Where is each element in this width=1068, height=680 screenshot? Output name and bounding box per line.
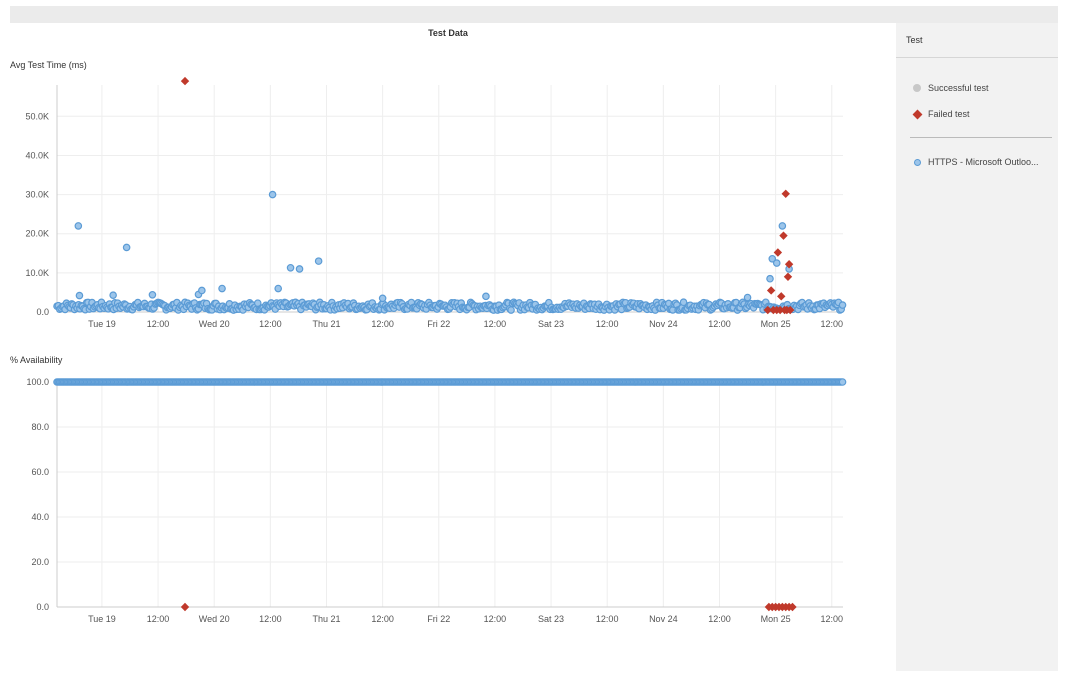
x-tick-label: 12:00 [484, 319, 507, 329]
chart-title: Test Data [428, 28, 468, 38]
x-tick-label: 12:00 [596, 614, 619, 624]
x-tick-label: 12:00 [821, 319, 844, 329]
y-tick-label: 40.0 [31, 512, 49, 522]
x-tick-label: 12:00 [708, 319, 731, 329]
x-tick-label: Nov 24 [649, 319, 678, 329]
data-point-success [482, 292, 490, 301]
x-tick-label: 12:00 [708, 614, 731, 624]
top-bar [10, 6, 1058, 23]
data-point-failed [777, 292, 786, 301]
data-point-failed [788, 602, 797, 612]
x-tick-label: Nov 24 [649, 614, 678, 624]
x-tick-label: 12:00 [259, 614, 282, 624]
data-point-success [74, 222, 83, 230]
x-tick-label: Wed 20 [199, 319, 230, 329]
x-tick-label: Fri 22 [427, 614, 450, 624]
x-tick-label: 12:00 [371, 614, 394, 624]
x-tick-label: 12:00 [147, 319, 170, 329]
x-tick-label: 12:00 [821, 614, 844, 624]
data-point-success [268, 190, 277, 199]
x-tick-label: Tue 19 [88, 614, 116, 624]
y-tick-label: 0.0 [36, 602, 49, 612]
data-point-failed [180, 602, 190, 612]
x-tick-label: Mon 25 [761, 319, 791, 329]
data-point-success [679, 298, 688, 307]
chart-svg: Avg Test Time (ms) Tue 19 12:00 Wed 20 12:00… [10, 60, 847, 624]
data-point-failed [773, 248, 783, 257]
y-tick-label: 20.0 [31, 557, 49, 567]
legend-divider [896, 57, 1058, 58]
data-point-success [778, 222, 787, 230]
legend-panel: Test Successful test Failed test HTTPS -… [896, 23, 1058, 671]
y-tick-label: 10.0K [25, 268, 49, 278]
data-point-failed [775, 305, 785, 315]
data-point-success [507, 306, 515, 314]
data-point-failed [784, 260, 794, 269]
legend-item-failed[interactable]: Failed test [910, 109, 970, 119]
x-tick-label: Fri 22 [427, 319, 450, 329]
data-point-success [286, 263, 295, 272]
series-circle-icon [910, 158, 924, 166]
data-point-success [75, 291, 84, 300]
chart-area: Test Data Avg Test Time (ms) Tue 19 12:00 W… [0, 23, 896, 680]
legend-header: Test [906, 35, 923, 45]
data-point-failed [786, 305, 795, 315]
data-point-success [838, 301, 847, 309]
data-point-success [198, 286, 206, 295]
data-point-success [772, 259, 781, 267]
data-point-success [274, 284, 283, 293]
legend-series-label: HTTPS - Microsoft Outloo... [928, 157, 1039, 167]
y-tick-label: 40.0K [25, 150, 49, 160]
x-tick-label: 12:00 [147, 614, 170, 624]
y-tick-label: 50.0K [25, 111, 49, 121]
data-point-success [295, 265, 304, 273]
y-tick-label: 80.0 [31, 422, 49, 432]
legend-separator [910, 137, 1052, 138]
x-tick-label: 12:00 [484, 614, 507, 624]
x-tick-label: 12:00 [371, 319, 394, 329]
data-point-success [768, 254, 777, 263]
data-point-success [148, 290, 157, 299]
data-point-success [314, 257, 323, 265]
x-tick-label: Thu 21 [312, 614, 340, 624]
legend-series-https[interactable]: HTTPS - Microsoft Outloo... [910, 157, 1039, 167]
y-tick-label: 30.0K [25, 190, 49, 200]
y-axis-title: % Availability [10, 355, 63, 365]
data-point-success [378, 294, 387, 303]
data-point-failed [783, 272, 793, 281]
y-tick-label: 20.0K [25, 229, 49, 239]
data-point-failed [766, 286, 776, 295]
data-point-success [122, 243, 131, 252]
data-point-success [109, 291, 117, 299]
x-tick-label: Sat 23 [538, 319, 564, 329]
x-tick-label: Sat 23 [538, 614, 564, 624]
data-point-success [766, 274, 774, 283]
legend-item-label: Successful test [928, 83, 989, 93]
data-point-failed [781, 189, 790, 199]
data-point-failed [180, 76, 190, 86]
x-tick-label: Wed 20 [199, 614, 230, 624]
x-tick-label: 12:00 [259, 319, 282, 329]
failed-test-icon [910, 109, 924, 119]
x-tick-label: Mon 25 [761, 614, 791, 624]
legend-item-successful[interactable]: Successful test [910, 83, 989, 93]
y-tick-label: 0.0 [36, 307, 49, 317]
x-tick-label: Thu 21 [312, 319, 340, 329]
y-axis-title: Avg Test Time (ms) [10, 60, 87, 70]
data-point-failed [763, 305, 772, 315]
x-tick-label: Tue 19 [88, 319, 116, 329]
data-point-success [743, 293, 752, 302]
successful-test-icon [910, 84, 924, 92]
legend-item-label: Failed test [928, 109, 970, 119]
x-tick-label: 12:00 [596, 319, 619, 329]
data-point-success [838, 378, 847, 386]
data-point-success [218, 284, 226, 293]
y-tick-label: 60.0 [31, 467, 49, 477]
y-tick-label: 100.0 [26, 377, 49, 387]
data-point-failed [779, 231, 788, 240]
